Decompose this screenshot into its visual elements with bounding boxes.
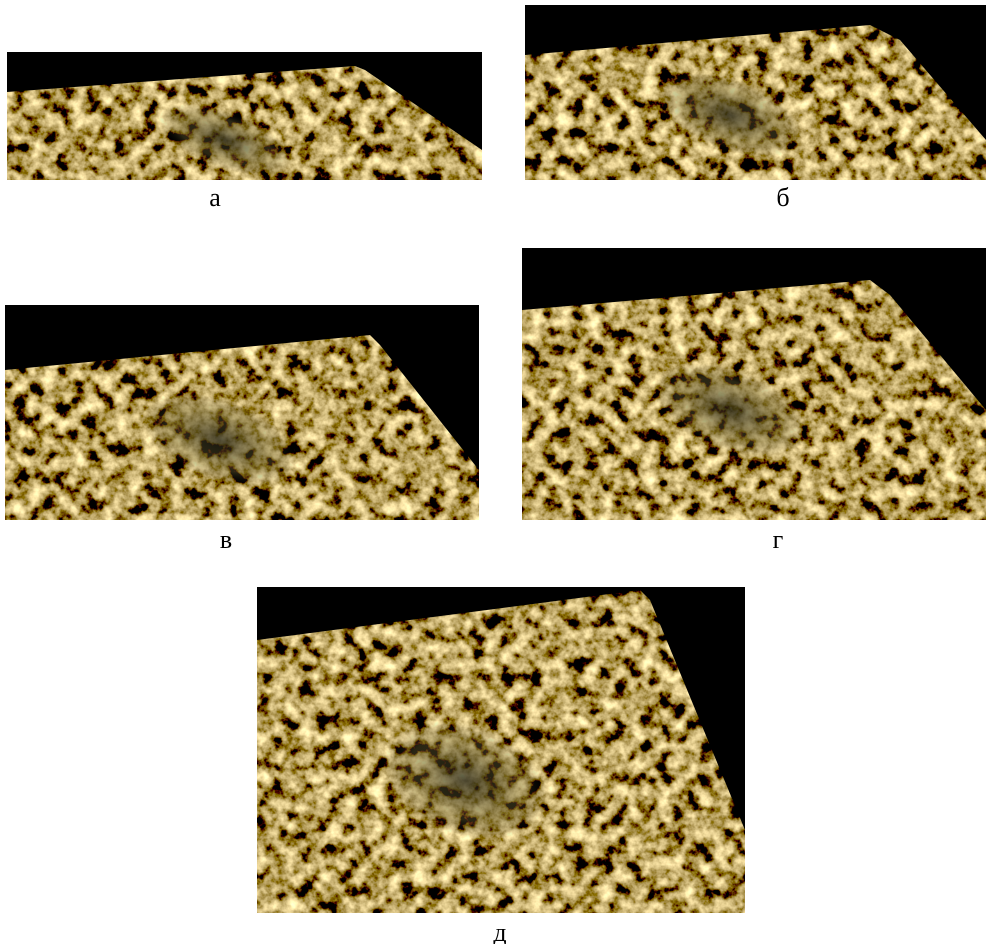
panel-label: а [209,183,221,212]
panel-label: б [776,183,789,212]
panel-label: в [220,525,232,554]
panel-label: д [493,918,506,944]
panel-label: г [773,525,784,554]
figure: а б в г д [0,0,986,944]
